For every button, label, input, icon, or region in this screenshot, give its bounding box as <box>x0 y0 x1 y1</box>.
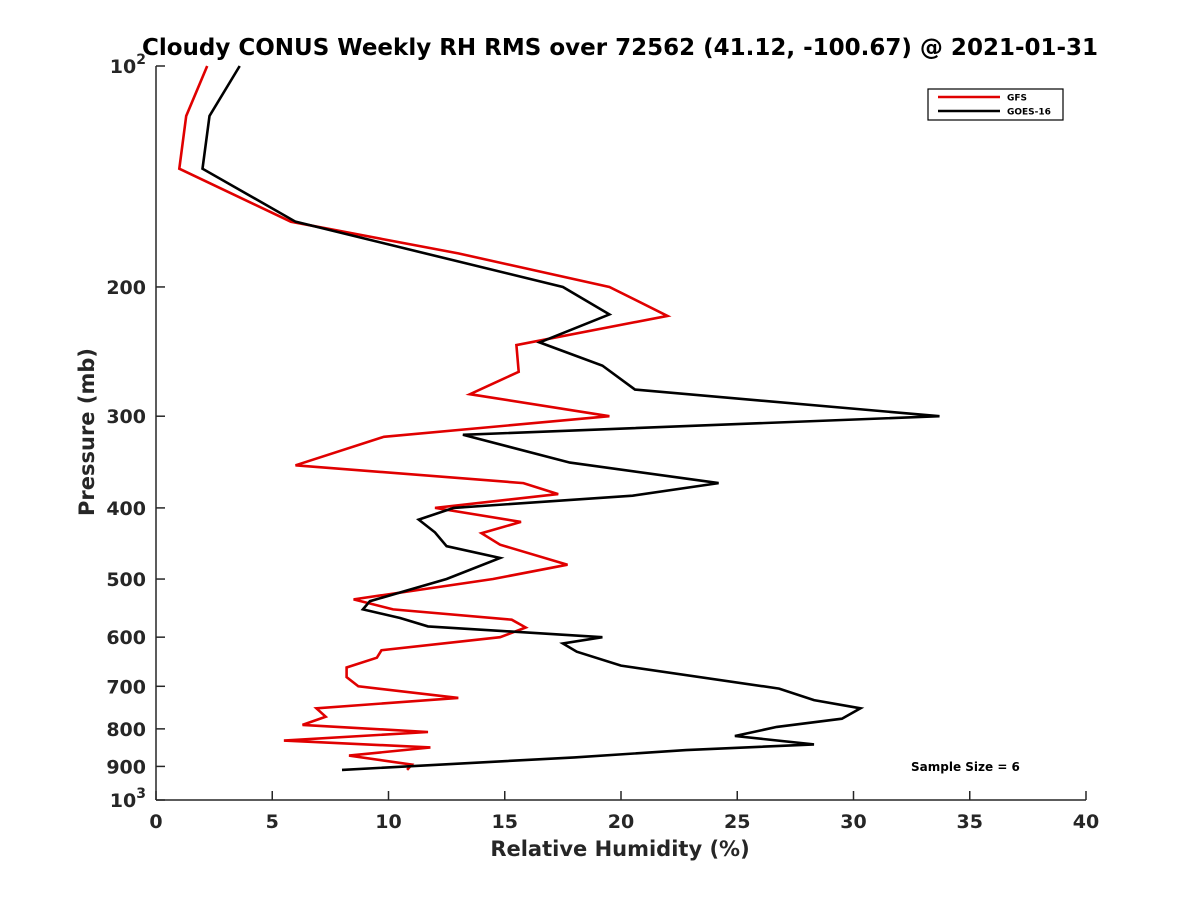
x-tick-label: 0 <box>149 811 162 833</box>
y-tick-label: 103 <box>110 786 146 812</box>
y-tick-label: 102 <box>110 52 146 78</box>
y-tick-label: 400 <box>106 498 146 520</box>
y-tick-base: 10 <box>110 56 136 78</box>
x-tick-label: 35 <box>957 811 983 833</box>
y-tick-label: 800 <box>106 719 146 741</box>
legend-label: GFS <box>1007 94 1027 104</box>
y-tick-exponent: 2 <box>136 52 146 68</box>
y-tick-label: 900 <box>106 756 146 778</box>
y-tick-label: 300 <box>106 406 146 428</box>
x-axis-title: Relative Humidity (%) <box>490 837 749 861</box>
y-tick-exponent: 3 <box>136 786 146 802</box>
legend: GFS GOES-16 <box>927 88 1064 121</box>
x-axis-ticks: 0 5 10 15 20 25 30 35 40 <box>149 791 1099 833</box>
x-tick-label: 40 <box>1073 811 1099 833</box>
x-tick-label: 5 <box>266 811 279 833</box>
y-tick-label: 700 <box>106 676 146 698</box>
x-tick-label: 30 <box>840 811 866 833</box>
y-tick-label: 500 <box>106 569 146 591</box>
legend-box <box>927 88 1064 121</box>
x-tick-label: 25 <box>724 811 750 833</box>
sample-size-annotation: Sample Size = 6 <box>911 760 1020 774</box>
y-tick-label: 200 <box>106 277 146 299</box>
x-tick-label: 15 <box>492 811 518 833</box>
y-tick-base: 10 <box>110 790 136 812</box>
y-axis-title: Pressure (mb) <box>75 348 99 516</box>
y-tick-label: 600 <box>106 627 146 649</box>
series-lines <box>177 65 940 772</box>
series-line-gfs <box>177 65 672 771</box>
legend-label: GOES-16 <box>1007 108 1051 118</box>
chart-title: Cloudy CONUS Weekly RH RMS over 72562 (4… <box>142 35 1098 61</box>
series-line-goes-16 <box>201 65 940 772</box>
x-tick-label: 10 <box>375 811 401 833</box>
plot-area: 0 5 10 15 20 25 30 35 40 10220030040050060070080… <box>106 52 1099 833</box>
x-tick-label: 20 <box>608 811 634 833</box>
